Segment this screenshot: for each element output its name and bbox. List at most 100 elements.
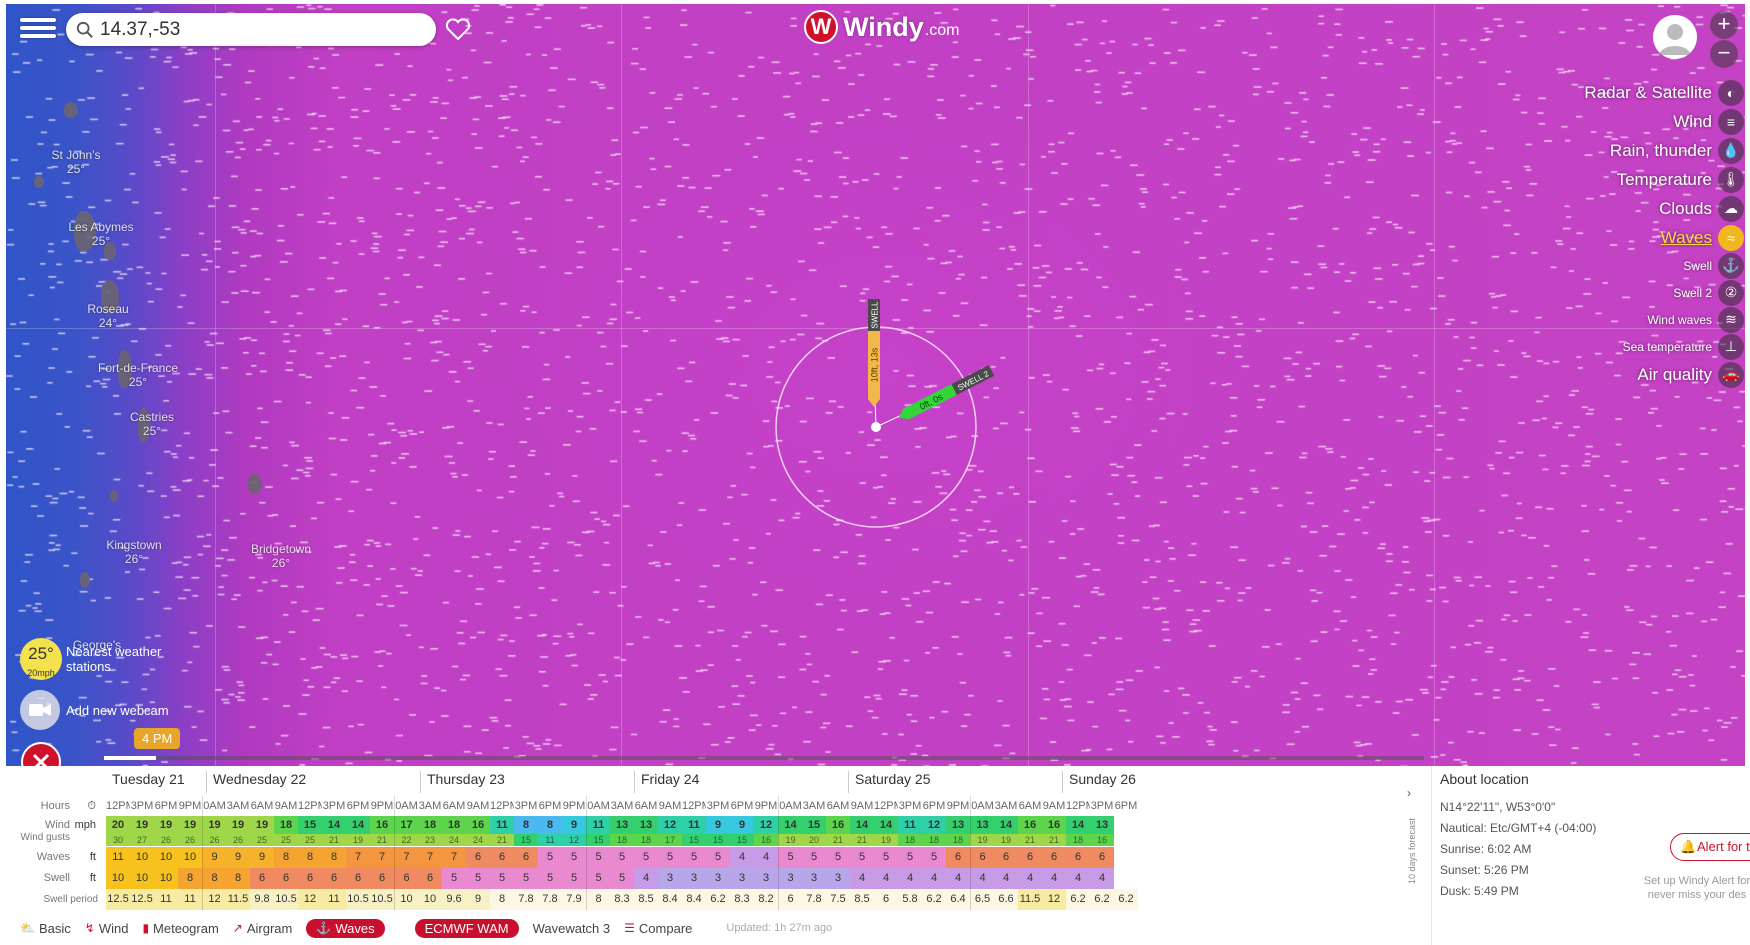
swell-cell: 4 xyxy=(922,868,946,889)
row-label-wind: Wind mph xyxy=(6,816,106,834)
timeline-handle[interactable] xyxy=(104,756,156,760)
waves-unit-toggle[interactable]: ft xyxy=(89,851,96,863)
swell-unit-toggle[interactable]: ft xyxy=(89,872,96,884)
gust-cell: 12 xyxy=(562,834,586,846)
hour-cell: 9PM xyxy=(754,800,778,812)
timeline-track[interactable] xyxy=(104,756,1424,760)
wind-cell: 14 xyxy=(322,816,346,834)
camera-icon xyxy=(20,690,60,730)
location-picker[interactable]: 10ft, 13s SWELL 0ft, 0s SWELL 2 xyxy=(6,4,1745,766)
row-label-swell-period: Swell period xyxy=(43,894,98,905)
wind-unit-toggle[interactable]: mph xyxy=(74,819,96,831)
windy-logo-icon: W xyxy=(804,10,838,44)
gust-cell: 19 xyxy=(346,834,370,846)
windy-logo[interactable]: W Windy .com xyxy=(804,9,959,45)
swell-2-arrow: 0ft, 0s SWELL 2 xyxy=(898,365,995,420)
day-header[interactable]: Friday 24 xyxy=(634,771,699,793)
alert-button[interactable]: 🔔 Alert for t xyxy=(1670,833,1750,861)
add-webcam-button[interactable]: Add new webcam xyxy=(20,690,169,730)
layer-swell[interactable]: Swell ⚓ xyxy=(1484,252,1744,279)
wind-cell: 14 xyxy=(778,816,802,834)
period-cell: 10.5 xyxy=(370,889,394,910)
wind-cell: 18 xyxy=(418,816,442,834)
hour-cell: 3AM xyxy=(994,800,1018,812)
ten-day-forecast-link[interactable]: 10 days forecast xyxy=(1407,817,1417,885)
layer-label: Sea temperature xyxy=(1622,339,1712,354)
island xyxy=(110,490,118,502)
gust-cell: 24 xyxy=(442,834,466,846)
wind-cell: 16 xyxy=(466,816,490,834)
layer-clouds[interactable]: Clouds ☁ xyxy=(1484,194,1744,223)
swell-cell: 10 xyxy=(130,868,154,889)
hour-cell: 0AM xyxy=(586,796,610,816)
day-header[interactable]: Wednesday 22 xyxy=(206,771,306,793)
period-cell: 8 xyxy=(490,889,514,910)
tab-waves[interactable]: ⚓ Waves xyxy=(306,918,385,938)
wind-cell: 11 xyxy=(586,816,610,834)
layer-rain-thunder[interactable]: Rain, thunder 💧 xyxy=(1484,136,1744,165)
wind-cell: 14 xyxy=(874,816,898,834)
gust-cell: 11 xyxy=(538,834,562,846)
swell-cell: 4 xyxy=(994,868,1018,889)
clock-icon[interactable]: ⏱ xyxy=(87,800,96,812)
wave-cell: 5 xyxy=(538,847,562,868)
model-ecmwf-wam[interactable]: ECMWF WAM xyxy=(414,918,519,938)
layer-radar-satellite[interactable]: Radar & Satellite ◐ xyxy=(1484,78,1744,107)
nearest-stations-button[interactable]: 25° 20mph Nearest weather stations xyxy=(20,638,161,680)
weather-map[interactable]: St John's 25° Les Abymes 25° Roseau 24° For… xyxy=(6,4,1745,766)
wave-cell: 6 xyxy=(970,847,994,868)
wave-cell: 5 xyxy=(778,847,802,868)
tab-basic[interactable]: ⛅ Basic xyxy=(20,921,71,936)
wind-cell: 15 xyxy=(298,816,322,834)
zoom-out-button[interactable]: − xyxy=(1710,40,1738,68)
chevron-right-icon[interactable]: › xyxy=(1407,786,1411,800)
tab-wind[interactable]: ↯ Wind xyxy=(85,921,129,936)
wind-cell: 19 xyxy=(178,816,202,834)
wave-cell: 9 xyxy=(202,847,226,868)
user-avatar-icon[interactable] xyxy=(1653,15,1697,59)
model-wavewatch-3[interactable]: Wavewatch 3 xyxy=(532,920,611,936)
hour-cell: 3AM xyxy=(802,800,826,812)
wind-cell: 11 xyxy=(490,816,514,834)
day-header[interactable]: Sunday 26 xyxy=(1062,771,1136,793)
day-header[interactable]: Tuesday 21 xyxy=(112,771,185,787)
gust-cell: 19 xyxy=(778,834,802,846)
wave-cell: 8 xyxy=(274,847,298,868)
period-cell: 6.6 xyxy=(994,889,1018,910)
hamburger-menu-icon[interactable] xyxy=(20,14,56,44)
swell-2-label: SWELL 2 xyxy=(956,369,990,392)
layer-air-quality[interactable]: Air quality 🚗 xyxy=(1484,360,1744,389)
compare-icon: ☰ xyxy=(624,921,635,935)
city-label: George's xyxy=(72,638,122,652)
compare-button[interactable]: ☰ Compare xyxy=(624,921,692,936)
timeline-time-bubble[interactable]: 4 PM xyxy=(134,728,181,749)
hour-cell: 3PM xyxy=(898,800,922,812)
heart-icon[interactable] xyxy=(445,17,471,41)
layer-waves[interactable]: Waves ≈ xyxy=(1484,223,1744,252)
wave-cell: 6 xyxy=(1042,847,1066,868)
day-header[interactable]: Saturday 25 xyxy=(848,771,931,793)
gust-cell: 20 xyxy=(802,834,826,846)
gust-cell: 25 xyxy=(250,834,274,846)
gusts-row: 30 27 26 26 26 26 25 25 25 21 19 21 22 23 24 24 21 15 11 12… xyxy=(106,834,1138,846)
tab-meteogram[interactable]: ▮ Meteogram xyxy=(142,921,218,936)
layer-wind[interactable]: Wind ≡ xyxy=(1484,107,1744,136)
gust-cell: 19 xyxy=(874,834,898,846)
swell-1-label: SWELL xyxy=(871,301,880,329)
swell-cell: 5 xyxy=(442,868,466,889)
zoom-in-button[interactable]: + xyxy=(1710,11,1738,39)
layer-temperature[interactable]: Temperature 🌡 xyxy=(1484,165,1744,194)
layer-sea-temperature[interactable]: Sea temperature ⊥ xyxy=(1484,333,1744,360)
wave-cell: 4 xyxy=(730,847,754,868)
wave-cell: 8 xyxy=(298,847,322,868)
search-box[interactable] xyxy=(66,13,436,46)
wind-icon: ↯ xyxy=(84,921,95,935)
tab-airgram[interactable]: ↗ Airgram xyxy=(233,921,293,936)
search-input[interactable] xyxy=(100,18,420,41)
layer-wind-waves[interactable]: Wind waves ≋ xyxy=(1484,306,1744,333)
layer-swell-2[interactable]: Swell 2 ② xyxy=(1484,279,1744,306)
hour-cell: 12PM xyxy=(490,800,514,812)
wind-cell: 13 xyxy=(634,816,658,834)
gust-cell: 15 xyxy=(514,834,538,846)
day-header[interactable]: Thursday 23 xyxy=(420,771,505,793)
